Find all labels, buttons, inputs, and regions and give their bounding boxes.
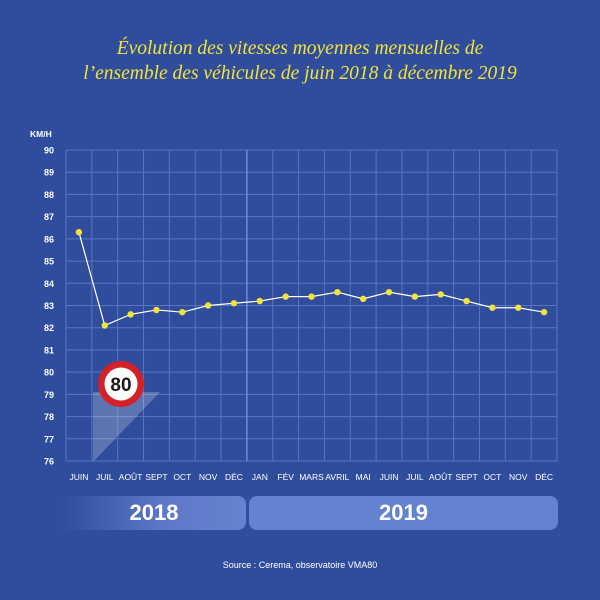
data-point — [75, 228, 83, 236]
year-band-2019: 2019 — [249, 496, 558, 530]
x-tick-label: AOÛT — [429, 472, 453, 482]
data-point — [230, 300, 238, 307]
data-point — [540, 308, 548, 316]
data-point — [437, 291, 444, 298]
x-tick-label: DÉC — [225, 472, 243, 482]
x-tick-label: SEPT — [145, 472, 167, 482]
chart-title-line1: Évolution des vitesses moyennes mensuell… — [116, 38, 484, 59]
data-point — [385, 288, 393, 296]
y-tick-label: 83 — [44, 301, 54, 311]
y-tick-label: 79 — [44, 390, 54, 400]
y-tick-label: 81 — [44, 345, 54, 355]
y-tick-label: 85 — [44, 257, 54, 267]
y-axis: 76 77 78 79 80 81 82 83 84 85 86 87 88 89 90 — [44, 146, 54, 467]
x-tick-label: SEPT — [455, 472, 477, 482]
data-point — [179, 308, 186, 316]
grid — [65, 149, 558, 462]
x-tick-label: JAN — [252, 472, 268, 482]
x-tick-label: FÉV — [277, 472, 294, 482]
data-point — [127, 311, 134, 318]
x-tick-label: JUIL — [96, 472, 114, 482]
y-tick-label: 82 — [44, 323, 54, 333]
data-point — [256, 297, 264, 305]
y-tick-label: 90 — [44, 146, 54, 156]
y-tick-label: 88 — [44, 190, 54, 200]
data-point — [359, 295, 367, 303]
speed-limit-sign: 80 — [93, 361, 160, 462]
speed-limit-value: 80 — [110, 375, 131, 396]
y-tick-label: 80 — [44, 368, 54, 378]
data-point — [489, 304, 496, 311]
series — [75, 228, 548, 329]
y-tick-label: 77 — [44, 434, 54, 444]
source-note: Source : Cerema, observatoire VMA80 — [222, 560, 378, 570]
y-axis-label: KM/H — [30, 129, 52, 139]
y-tick-label: 86 — [44, 234, 54, 244]
data-point — [411, 293, 419, 300]
x-tick-label: JUIN — [69, 472, 88, 482]
data-point — [204, 302, 212, 309]
sign-face — [104, 367, 138, 401]
x-tick-label: NOV — [199, 472, 218, 482]
y-tick-label: 87 — [44, 212, 54, 222]
year-band-2018: 2018 — [62, 496, 246, 530]
x-tick-label: OCT — [173, 472, 191, 482]
x-tick-label: AOÛT — [119, 472, 143, 482]
sign-beam — [93, 392, 160, 462]
x-tick-label: DÉC — [535, 472, 553, 482]
data-point — [308, 293, 315, 300]
x-tick-label: OCT — [483, 472, 501, 482]
data-point — [101, 322, 108, 329]
y-tick-label: 76 — [44, 457, 54, 467]
series-line — [78, 232, 545, 327]
year-label-2018: 2018 — [129, 500, 179, 525]
y-tick-label: 89 — [44, 168, 54, 178]
year-label-2019: 2019 — [379, 500, 428, 525]
data-point — [334, 288, 341, 296]
chart-title-line2: l’ensemble des véhicules de juin 2018 à … — [83, 63, 517, 84]
x-tick-label: NOV — [509, 472, 528, 482]
x-tick-label: AVRIL — [325, 472, 349, 482]
data-point — [153, 306, 160, 314]
x-tick-label: MAI — [356, 472, 371, 482]
data-point — [463, 297, 470, 305]
x-tick-label: JUIL — [406, 472, 424, 482]
x-tick-label: JUIN — [380, 472, 399, 482]
x-axis: JUIN JUIL AOÛT SEPT OCT NOV DÉC JAN FÉV MARS AVRIL… — [69, 472, 553, 482]
data-point — [515, 304, 522, 311]
y-tick-label: 84 — [44, 279, 54, 289]
data-point — [282, 293, 289, 300]
chart-title: Évolution des vitesses moyennes mensuell… — [0, 36, 600, 86]
y-tick-label: 78 — [44, 412, 54, 422]
x-tick-label: MARS — [299, 472, 324, 482]
